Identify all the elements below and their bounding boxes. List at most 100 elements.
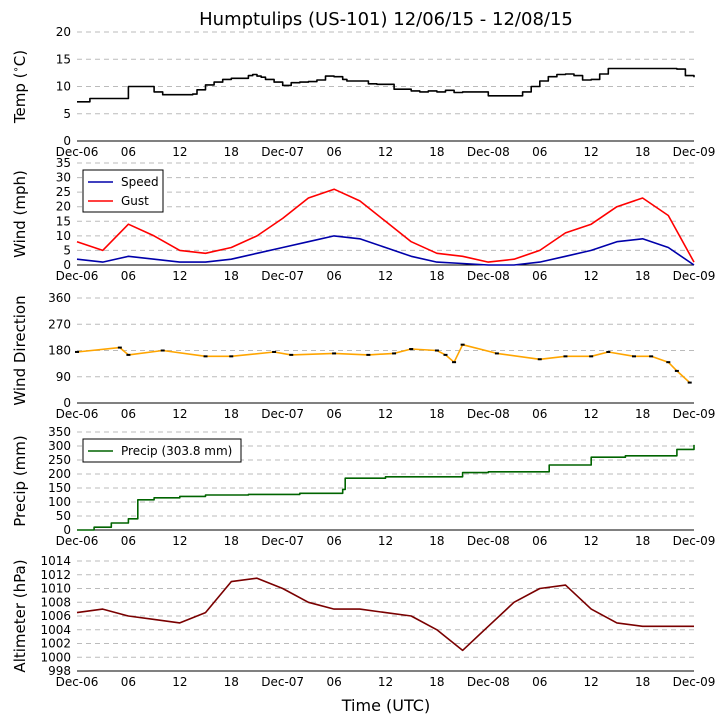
y-tick-label: 50 (56, 509, 71, 523)
x-axis-label: Time (UTC) (341, 696, 430, 715)
x-tick-label: Dec-07 (261, 675, 304, 689)
x-tick-label: 18 (224, 407, 239, 421)
x-tick-label: Dec-06 (56, 269, 99, 283)
y-axis-label: Precip (mm) (11, 435, 29, 526)
x-tick-label: 06 (532, 269, 547, 283)
x-tick-label: 18 (429, 145, 444, 159)
y-tick-label: 360 (48, 291, 71, 305)
y-tick-label: 350 (48, 425, 71, 439)
series-line-direction (76, 343, 691, 384)
y-tick-label: 1014 (40, 554, 71, 568)
x-tick-label: Dec-08 (467, 675, 510, 689)
y-tick-label: 0 (63, 523, 71, 537)
x-tick-label: Dec-08 (467, 407, 510, 421)
y-tick-label: 20 (56, 25, 71, 39)
y-axis-label: Temp (∘C) (11, 50, 29, 124)
y-tick-label: 5 (63, 107, 71, 121)
x-tick-label: 12 (584, 407, 599, 421)
y-tick-label: 150 (48, 481, 71, 495)
y-tick-label: 100 (48, 495, 71, 509)
x-tick-label: 06 (121, 534, 136, 548)
panel-temp: 0 5 10 15 20 Dec-06 06 12 18 Dec-07 06 12 18 Dec-08 06… (11, 25, 715, 159)
y-tick-label: 0 (63, 258, 71, 272)
y-tick-label: 1008 (40, 595, 71, 609)
x-tick-label: 12 (172, 269, 187, 283)
y-axis-label: Wind (mph) (11, 170, 29, 258)
x-tick-label: Dec-07 (261, 534, 304, 548)
x-tick-label: Dec-06 (56, 534, 99, 548)
x-tick-label: 12 (172, 675, 187, 689)
y-tick-label: 5 (63, 243, 71, 257)
x-tick-label: 18 (224, 675, 239, 689)
legend-box (82, 169, 164, 213)
y-tick-label: 35 (56, 156, 71, 170)
x-tick-label: 12 (584, 534, 599, 548)
y-tick-label: 1004 (40, 623, 71, 637)
legend-label: Precip (303.8 mm) (121, 444, 232, 458)
x-tick-label: 18 (224, 269, 239, 283)
y-tick-label: 998 (48, 664, 71, 678)
y-tick-label: 0 (63, 134, 71, 148)
y-tick-label: 30 (56, 171, 71, 185)
x-tick-label: 06 (326, 534, 341, 548)
x-tick-label: 12 (172, 407, 187, 421)
x-tick-label: Dec-07 (261, 145, 304, 159)
x-tick-label: 18 (635, 534, 650, 548)
x-tick-label: Dec-06 (56, 675, 99, 689)
x-tick-label: 06 (532, 675, 547, 689)
y-tick-label: 200 (48, 467, 71, 481)
series-line-precip-303-8-mm- (77, 444, 695, 531)
x-tick-label: 06 (121, 675, 136, 689)
x-tick-label: 06 (121, 407, 136, 421)
x-tick-label: 18 (635, 269, 650, 283)
x-tick-label: 12 (378, 145, 393, 159)
x-tick-label: 06 (326, 269, 341, 283)
y-tick-label: 180 (48, 344, 71, 358)
x-tick-label: 12 (172, 534, 187, 548)
x-tick-label: Dec-06 (56, 407, 99, 421)
x-tick-label: 06 (326, 675, 341, 689)
y-tick-label: 15 (56, 214, 71, 228)
x-tick-label: 18 (429, 675, 444, 689)
x-tick-label: 06 (326, 407, 341, 421)
y-tick-label: 1006 (40, 609, 71, 623)
x-tick-label: 18 (429, 407, 444, 421)
x-tick-label: 06 (532, 534, 547, 548)
y-tick-label: 270 (48, 317, 71, 331)
x-tick-label: Dec-07 (261, 269, 304, 283)
x-tick-label: 18 (635, 675, 650, 689)
y-tick-label: 25 (56, 185, 71, 199)
y-axis-label: Altimeter (hPa) (11, 559, 29, 672)
y-tick-label: 15 (56, 52, 71, 66)
x-tick-label: 12 (378, 269, 393, 283)
chart-title: Humptulips (US-101) 12/06/15 - 12/08/15 (199, 9, 573, 30)
x-tick-label: 12 (378, 407, 393, 421)
y-tick-label: 0 (63, 396, 71, 410)
y-tick-label: 1000 (40, 650, 71, 664)
y-tick-label: 1002 (40, 637, 71, 651)
x-tick-label: Dec-09 (673, 269, 716, 283)
x-tick-label: 12 (378, 675, 393, 689)
legend-label: Gust (121, 194, 149, 208)
x-tick-label: Dec-09 (673, 407, 716, 421)
x-tick-label: 06 (532, 407, 547, 421)
x-tick-label: Dec-07 (261, 407, 304, 421)
x-tick-label: Dec-09 (673, 534, 716, 548)
legend-label: Speed (121, 175, 159, 189)
x-tick-label: Dec-09 (673, 675, 716, 689)
y-tick-label: 300 (48, 439, 71, 453)
x-tick-label: 06 (121, 145, 136, 159)
x-tick-label: Dec-09 (673, 145, 716, 159)
y-tick-label: 90 (56, 370, 71, 384)
x-tick-label: 06 (326, 145, 341, 159)
series-line-temp-trace (77, 67, 695, 103)
x-tick-label: Dec-08 (467, 269, 510, 283)
x-tick-label: 18 (429, 534, 444, 548)
x-tick-label: 12 (584, 269, 599, 283)
y-axis-label: Wind Direction (11, 295, 29, 405)
x-tick-label: 06 (121, 269, 136, 283)
x-tick-label: Dec-06 (56, 145, 99, 159)
